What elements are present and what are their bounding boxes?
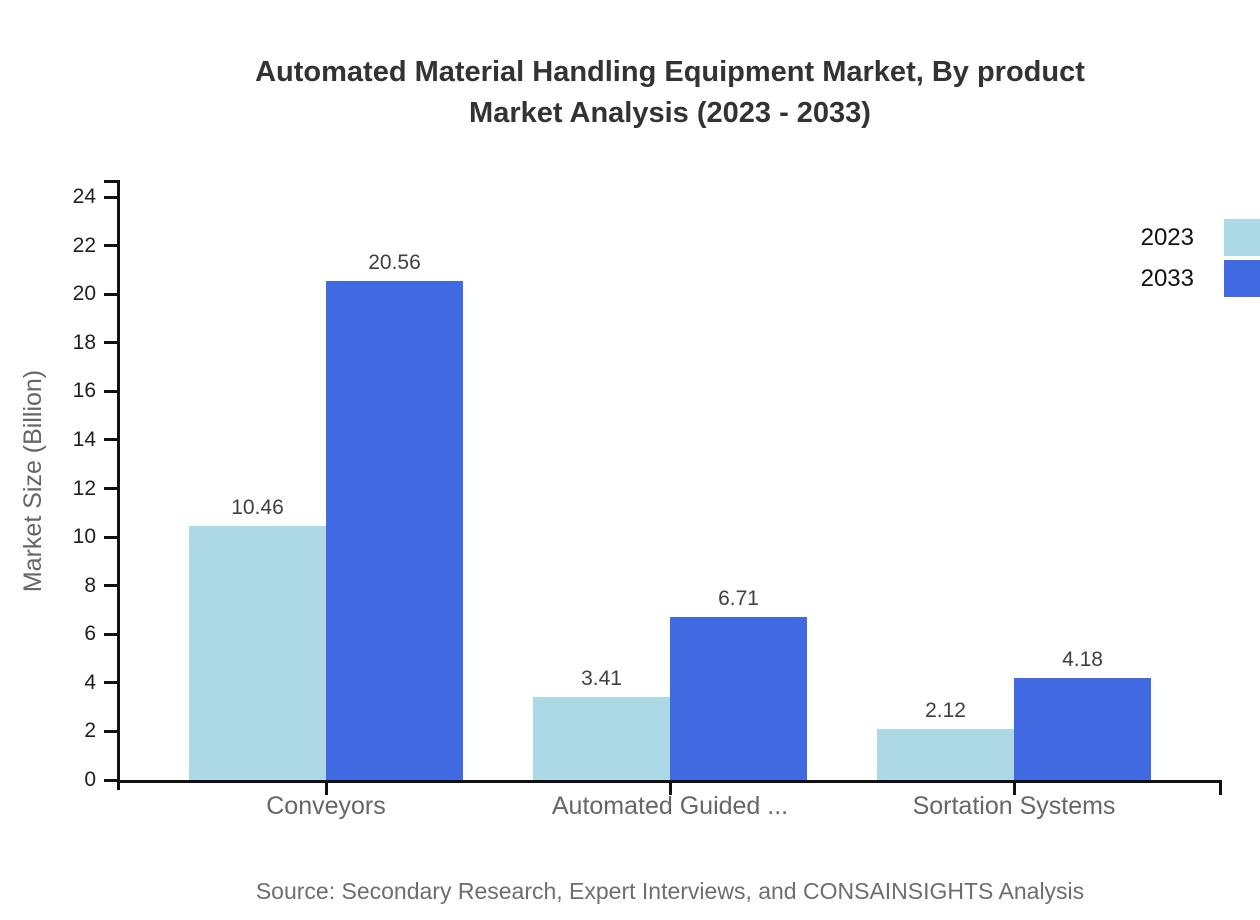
x-tick-mark: [324, 783, 328, 795]
legend-swatch-2023: [1224, 219, 1260, 256]
chart-title-line1: Automated Material Handling Equipment Ma…: [255, 56, 1085, 88]
y-tick-mark: [104, 341, 117, 345]
y-axis-line: [117, 180, 120, 790]
legend: 2023 2033: [1141, 219, 1260, 297]
legend-label-2023: 2023: [1140, 223, 1194, 251]
legend-swatch-2033: [1224, 260, 1260, 297]
chart-title-line2: Market Analysis (2023 - 2033): [469, 97, 871, 129]
bar-value-label: 2.12: [925, 698, 966, 722]
y-tick-label: 14: [72, 427, 96, 451]
y-tick-mark: [104, 584, 117, 588]
x-axis-end-cap: [1219, 783, 1222, 795]
y-tick-label: 18: [72, 330, 96, 354]
x-tick-mark: [1012, 783, 1016, 795]
y-tick-label: 0: [84, 768, 96, 791]
bar-2033-2: [670, 617, 807, 780]
y-tick-label: 22: [72, 233, 96, 257]
y-tick-mark: [104, 244, 117, 248]
bar-2033-1: [326, 280, 463, 780]
y-tick-mark: [104, 535, 117, 539]
legend-item-2023: 2023: [1141, 219, 1260, 256]
bar-2023-2: [533, 697, 670, 780]
category-label: Automated Guided ...: [551, 792, 789, 820]
y-tick-label: 12: [72, 476, 96, 500]
y-tick-label: 16: [72, 379, 96, 403]
y-tick-mark: [104, 778, 117, 782]
bar-value-label: 3.41: [581, 667, 622, 691]
y-tick-mark: [104, 292, 117, 296]
category-label: Conveyors: [266, 792, 386, 820]
legend-item-2033: 2033: [1141, 260, 1260, 297]
bar-value-label: 20.56: [368, 250, 421, 274]
bar-value-label: 4.18: [1062, 648, 1103, 672]
y-tick-label: 2: [84, 719, 96, 743]
y-tick-label: 24: [72, 185, 96, 208]
y-tick-label: 6: [84, 622, 96, 646]
bar-2023-1: [189, 525, 326, 780]
category-label: Sortation Systems: [912, 792, 1116, 820]
y-tick-mark: [104, 487, 117, 490]
y-tick-mark: [104, 729, 117, 733]
y-tick-label: 4: [84, 670, 96, 694]
y-tick-mark: [104, 632, 117, 636]
y-tick-mark: [104, 438, 117, 442]
bar-2033-3: [1014, 678, 1151, 780]
x-axis-line: [117, 780, 1222, 783]
source-note: Source: Secondary Research, Expert Inter…: [255, 878, 1085, 904]
y-tick-mark: [104, 195, 117, 199]
y-axis-end-cap: [104, 180, 117, 183]
legend-label-2033: 2033: [1140, 264, 1194, 292]
bar-2023-3: [877, 728, 1014, 780]
y-tick-label: 20: [72, 282, 96, 306]
chart-title: Automated Material Handling Equipment Ma…: [118, 52, 1222, 134]
bar-value-label: 6.71: [718, 587, 759, 610]
y-tick-mark: [104, 681, 117, 685]
y-tick-mark: [104, 389, 117, 393]
y-tick-label: 10: [72, 525, 96, 549]
y-tick-label: 8: [84, 573, 96, 597]
x-tick-mark: [668, 783, 672, 795]
bar-value-label: 10.46: [231, 495, 284, 519]
